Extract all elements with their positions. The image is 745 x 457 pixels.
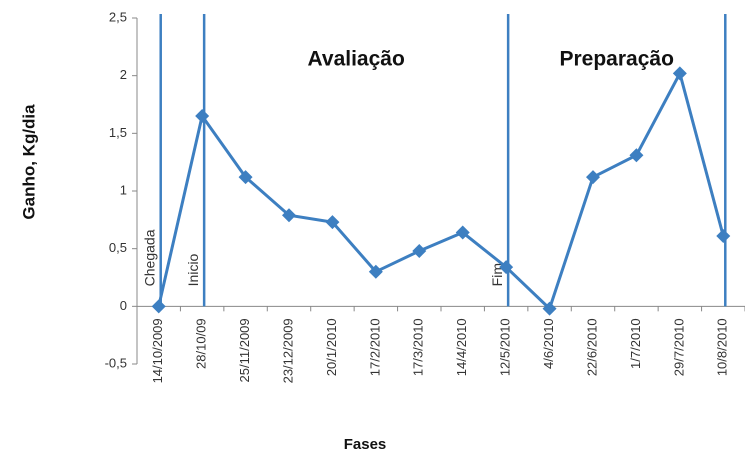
x-axis-label: Fases [344, 436, 387, 453]
phase-line-label: Inicio [185, 253, 201, 286]
data-point [455, 225, 470, 240]
data-point [586, 170, 600, 185]
y-axis-label: Ganho, Kg/dia [19, 104, 38, 220]
data-point [282, 208, 296, 223]
x-tick-label: 14/4/2010 [454, 318, 469, 376]
x-tick-label: 12/5/2010 [498, 318, 513, 376]
data-line [157, 69, 725, 312]
data-point [151, 299, 166, 314]
x-tick-label: 22/6/2010 [584, 318, 599, 376]
y-tick-label: 0 [120, 298, 127, 313]
x-tick-label: 28/10/09 [194, 318, 209, 369]
y-tick-label: 2 [120, 67, 127, 82]
data-point [499, 260, 514, 275]
x-tick-label: 23/12/2009 [280, 318, 295, 383]
y-tick-label: 2,5 [109, 9, 127, 24]
x-tick-label: 17/3/2010 [411, 318, 426, 376]
data-point [716, 228, 731, 243]
y-tick-label: 0,5 [109, 240, 127, 255]
phase-line-label: Chegada [141, 229, 157, 286]
x-tick-label: 20/1/2010 [324, 318, 339, 376]
data-point [672, 66, 687, 81]
x-tick-label: 1/7/2010 [628, 318, 643, 369]
phase-title: Avaliação [308, 48, 405, 71]
data-point [325, 215, 340, 230]
x-tick-label: 14/10/2009 [150, 318, 165, 383]
x-tick-label: 29/7/2010 [671, 318, 686, 376]
data-point [629, 148, 644, 163]
data-point [542, 301, 557, 316]
data-point [412, 243, 427, 258]
data-point [368, 264, 383, 279]
x-tick-label: 10/8/2010 [715, 318, 730, 376]
x-tick-label: 25/11/2009 [237, 318, 252, 382]
data-point [238, 170, 253, 185]
y-tick-label: 1,5 [109, 125, 127, 140]
data-point [195, 109, 210, 124]
x-tick-label: 4/6/2010 [541, 318, 556, 369]
y-tick-label: -0,5 [105, 355, 127, 370]
y-tick-label: 1 [120, 182, 127, 197]
phase-line-label: Fim [489, 263, 505, 286]
phase-title: Preparação [560, 48, 674, 71]
x-tick-label: 17/2/2010 [367, 318, 382, 376]
